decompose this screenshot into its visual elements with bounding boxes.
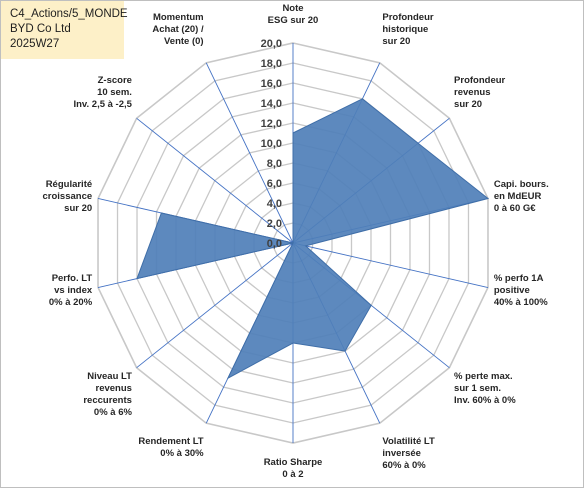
category-label: Capi. bours. en MdEUR 0 à 60 G€ [494, 179, 549, 214]
tick-label: 2,0 [267, 218, 282, 230]
category-label: Régularité croissance sur 20 [43, 179, 93, 214]
category-label-line: revenus [454, 87, 490, 98]
category-label-line: revenus [96, 383, 132, 394]
category-label: Note ESG sur 20 [268, 3, 319, 26]
category-label-line: Capi. bours. [494, 179, 549, 190]
tick-label: 6,0 [267, 178, 282, 190]
category-label: Rendement LT 0% à 30% [138, 436, 204, 459]
category-label-line: en MdEUR [494, 191, 542, 202]
category-label-line: Profondeur [382, 12, 433, 23]
info-company: BYD Co Ltd [10, 23, 71, 35]
category-label: Profondeur historique sur 20 [382, 12, 433, 47]
category-label: Volatilité LT inversée 60% à 0% [382, 436, 435, 471]
axis-spoke [205, 62, 294, 244]
category-label-line: 10 sem. [97, 87, 132, 98]
tick-label: 12,0 [261, 118, 282, 130]
category-label: Momentum Achat (20) / Vente (0) [152, 12, 204, 47]
category-label-line: Note [282, 3, 303, 14]
category-label-line: Momentum [153, 12, 204, 23]
category-label-line: ESG sur 20 [268, 15, 319, 26]
category-label-line: 0% à 6% [94, 407, 133, 418]
category-label-line: Inv. 60% à 0% [454, 395, 516, 406]
category-label-line: vs index [54, 285, 93, 296]
tick-label: 20,0 [261, 38, 282, 50]
category-label-line: sur 1 sem. [454, 383, 501, 394]
category-label-line: Ratio Sharpe [264, 457, 323, 468]
category-label: Niveau LT revenus reccurents 0% à 6% [83, 371, 132, 418]
category-label-line: 0% à 30% [160, 448, 204, 459]
tick-label: 4,0 [267, 198, 282, 210]
category-label-line: 0 à 2 [282, 469, 303, 480]
category-label-line: Rendement LT [138, 436, 203, 447]
series-layer [136, 98, 490, 380]
category-label-line: 60% à 0% [382, 460, 426, 471]
category-label: Ratio Sharpe 0 à 2 [264, 457, 323, 480]
category-label-line: Vente (0) [164, 36, 204, 47]
category-label-line: sur 20 [64, 203, 92, 214]
info-week: 2025W27 [10, 38, 60, 50]
axis-spoke [292, 242, 489, 288]
tick-labels: 0,0 2,0 4,0 6,0 8,0 10,0 12,0 14,0 16,0 18,0 20,0 [261, 38, 282, 250]
category-label-line: positive [494, 285, 530, 296]
tick-label: 0,0 [267, 238, 282, 250]
category-label-line: Niveau LT [87, 371, 132, 382]
series-area [136, 98, 490, 380]
category-label: Perfo. LT vs index 0% à 20% [49, 273, 93, 308]
category-label-line: Profondeur [454, 75, 505, 86]
category-label-line: Achat (20) / [152, 24, 204, 35]
category-label-line: inversée [382, 448, 421, 459]
category-label-line: 0 à 60 G€ [494, 203, 536, 214]
tick-label: 16,0 [261, 78, 282, 90]
tick-label: 8,0 [267, 158, 282, 170]
tick-label: 14,0 [261, 98, 282, 110]
category-label: % perte max. sur 1 sem. Inv. 60% à 0% [454, 371, 516, 406]
category-label-line: reccurents [83, 395, 132, 406]
category-label-line: 0% à 20% [49, 297, 93, 308]
category-label-line: Perfo. LT [52, 273, 93, 284]
tick-label: 10,0 [261, 138, 282, 150]
axis-spoke [136, 242, 294, 369]
info-portfolio: C4_Actions/5_MONDE [10, 8, 128, 20]
category-label-line: % perte max. [454, 371, 513, 382]
category-label: Z-score 10 sem. Inv. 2,5 à -2,5 [73, 75, 132, 110]
category-label-line: sur 20 [454, 99, 482, 110]
info-box: C4_Actions/5_MONDE BYD Co Ltd 2025W27 [1, 1, 128, 59]
category-label-line: Z-score [98, 75, 132, 86]
category-label-line: Inv. 2,5 à -2,5 [73, 99, 132, 110]
category-label-line: Régularité [46, 179, 92, 190]
category-labels: Note ESG sur 20 Profondeur historique sur 20… [43, 3, 549, 480]
category-label-line: 40% à 100% [494, 297, 548, 308]
category-label-line: % perfo 1A [494, 273, 544, 284]
category-label: Profondeur revenus sur 20 [454, 75, 505, 110]
axis-spoke [136, 117, 294, 244]
category-label: % perfo 1A positive 40% à 100% [494, 273, 548, 308]
category-label-line: Volatilité LT [382, 436, 435, 447]
tick-label: 18,0 [261, 58, 282, 70]
category-label-line: historique [382, 24, 428, 35]
category-label-line: sur 20 [382, 36, 410, 47]
category-label-line: croissance [43, 191, 93, 202]
